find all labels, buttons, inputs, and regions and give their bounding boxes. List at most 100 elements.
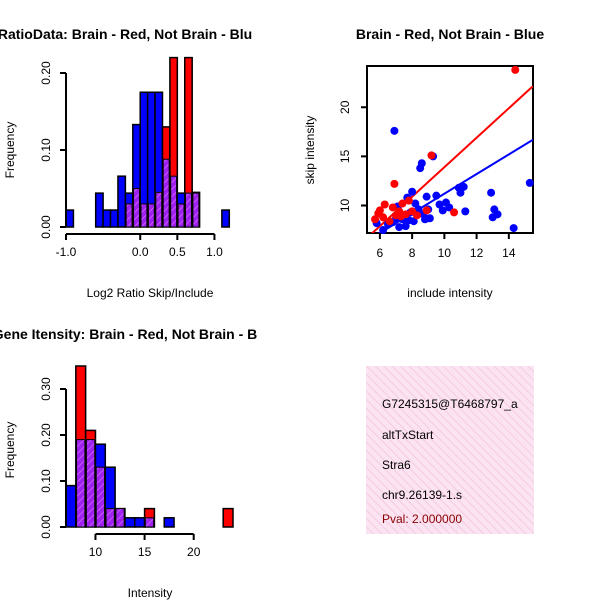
ratio-histogram-x-tick-label: 0.5 xyxy=(169,245,186,259)
scatter-x-tick-label: 10 xyxy=(438,246,452,260)
intensity-histogram-x-tick-label: 15 xyxy=(138,545,152,559)
scatter-point-not-brain xyxy=(425,214,434,223)
scatter-point-not-brain xyxy=(432,191,441,200)
ratio-histogram-overlap-bar-12 xyxy=(155,191,163,228)
scatter-y-tick-label: 20 xyxy=(338,100,352,114)
ratio-histogram-bar-4 xyxy=(94,192,104,228)
intensity-histogram-bar-6 xyxy=(124,517,136,528)
ratio-histogram-bar-0 xyxy=(65,209,75,228)
scatter-x-tick-label: 6 xyxy=(377,246,384,260)
scatter-point-brain xyxy=(388,203,397,212)
scatter-point-brain xyxy=(380,200,389,209)
ratio-histogram-y-tick-label: 0.10 xyxy=(39,138,53,162)
scatter-point-brain xyxy=(385,217,394,226)
intensity-histogram-overlap-bar-4 xyxy=(105,508,115,528)
scatter-x-tick-label: 12 xyxy=(470,246,484,260)
ratio-histogram-y-tick-label: 0.00 xyxy=(39,215,53,239)
intensity-histogram-xlabel: Intensity xyxy=(128,586,173,600)
ratio-histogram-overlap-bar-10 xyxy=(140,203,148,228)
info-gene: Stra6 xyxy=(382,458,411,472)
intensity-histogram-bar-0 xyxy=(65,484,77,528)
scatter-point-brain xyxy=(422,206,431,215)
scatter-point-brain xyxy=(390,179,399,188)
scatter-point-not-brain xyxy=(435,200,444,209)
ratio-histogram-panel: RatioData: Brain - Red, Not Brain - Blu … xyxy=(0,26,252,300)
scatter-point-not-brain xyxy=(509,224,518,233)
info-location: chr9.26139-1.s xyxy=(382,488,462,502)
intensity-histogram-bar-7 xyxy=(134,517,146,528)
intensity-histogram-title: Gene Itensity: Brain - Red, Not Brain - … xyxy=(0,326,257,342)
scatter-point-not-brain xyxy=(422,192,431,201)
scatter-plot-frame xyxy=(366,65,534,234)
scatter-point-brain xyxy=(427,151,436,160)
ratio-histogram-bar-5 xyxy=(102,209,112,228)
ratio-histogram-x-tick-label: 0.0 xyxy=(132,245,149,259)
scatter-point-not-brain xyxy=(411,199,420,208)
intensity-histogram-y-tick-label: 0.00 xyxy=(39,515,53,539)
ratio-histogram-bar-6 xyxy=(109,209,119,228)
scatter-x-tick-label: 14 xyxy=(502,246,516,260)
scatter-point-brain xyxy=(398,199,407,208)
scatter-point-brain xyxy=(412,211,421,220)
scatter-ylabel: skip intensity xyxy=(303,116,317,185)
scatter-point-not-brain xyxy=(379,226,388,235)
scatter-point-brain xyxy=(511,65,520,74)
intensity-histogram-y-tick-label: 0.10 xyxy=(39,469,53,493)
ratio-histogram-overlap-bar-8 xyxy=(125,203,133,228)
ratio-histogram-title: RatioData: Brain - Red, Not Brain - Blu xyxy=(0,26,252,42)
scatter-point-not-brain xyxy=(408,187,417,196)
scatter-point-brain xyxy=(404,196,413,205)
ratio-histogram-overlap-bar-17 xyxy=(192,192,200,228)
scatter-title: Brain - Red, Not Brain - Blue xyxy=(356,26,544,42)
scatter-y-tick-label: 10 xyxy=(338,198,352,212)
intensity-histogram-y-tick-label: 0.30 xyxy=(39,377,53,401)
ratio-histogram-ylabel: Frequency xyxy=(3,122,17,179)
ratio-histogram-overlap-bar-14 xyxy=(170,175,178,228)
ratio-histogram-overlap-bar-9 xyxy=(133,188,140,228)
intensity-histogram-overlap-bar-1 xyxy=(76,439,86,528)
info-id-line: G7245315@T6468797_a xyxy=(382,397,518,411)
intensity-histogram-y-tick-label: 0.20 xyxy=(39,423,53,447)
ratio-histogram-overlap-bar-15 xyxy=(177,203,185,228)
scatter-point-not-brain xyxy=(390,126,399,135)
intensity-histogram-x-tick-label: 10 xyxy=(89,545,103,559)
intensity-histogram-panel: Gene Itensity: Brain - Red, Not Brain - … xyxy=(0,326,257,600)
scatter-y-tick-label: 15 xyxy=(338,149,352,163)
scatter-xlabel: include intensity xyxy=(407,286,492,300)
intensity-histogram-bar-16 xyxy=(222,507,234,528)
intensity-histogram-ylabel: Frequency xyxy=(3,422,17,479)
info-event-type: altTxStart xyxy=(382,428,434,442)
intensity-histogram-bar-10 xyxy=(163,517,175,528)
ratio-histogram-overlap-bar-13 xyxy=(162,158,170,228)
ratio-histogram-x-tick-label: 1.0 xyxy=(206,245,223,259)
ratio-histogram-y-tick-label: 0.20 xyxy=(39,61,53,85)
scatter-point-not-brain xyxy=(461,207,470,216)
scatter-point-not-brain xyxy=(417,159,426,168)
scatter-point-brain xyxy=(379,213,388,222)
scatter-point-not-brain xyxy=(395,223,404,232)
scatter-point-brain xyxy=(401,210,410,219)
ratio-histogram-overlap-bar-11 xyxy=(147,203,155,228)
scatter-point-not-brain xyxy=(456,188,465,197)
scatter-point-not-brain xyxy=(487,188,496,197)
intensity-histogram-overlap-bar-3 xyxy=(95,466,106,528)
info-pval: Pval: 2.000000 xyxy=(382,512,462,526)
info-panel-background xyxy=(366,366,534,534)
scatter-fit-line-brain xyxy=(370,85,533,233)
scatter-point-not-brain xyxy=(438,206,447,215)
ratio-histogram-xlabel: Log2 Ratio Skip/Include xyxy=(87,286,214,300)
scatter-point-brain xyxy=(450,208,459,217)
scatter-point-not-brain xyxy=(525,178,534,187)
intensity-histogram-x-tick-label: 20 xyxy=(187,545,201,559)
scatter-point-not-brain xyxy=(409,217,418,226)
info-panel: G7245315@T6468797_a altTxStart Stra6 chr… xyxy=(366,366,534,534)
ratio-histogram-x-tick-label: -1.0 xyxy=(56,245,77,259)
scatter-point-brain xyxy=(375,206,384,215)
intensity-histogram-overlap-bar-5 xyxy=(115,508,125,528)
scatter-point-not-brain xyxy=(401,222,410,231)
scatter-point-not-brain xyxy=(493,210,502,219)
scatter-panel: Brain - Red, Not Brain - Blue include in… xyxy=(303,26,544,300)
ratio-histogram-bar-7 xyxy=(117,175,127,228)
ratio-histogram-bar-21 xyxy=(221,209,231,228)
